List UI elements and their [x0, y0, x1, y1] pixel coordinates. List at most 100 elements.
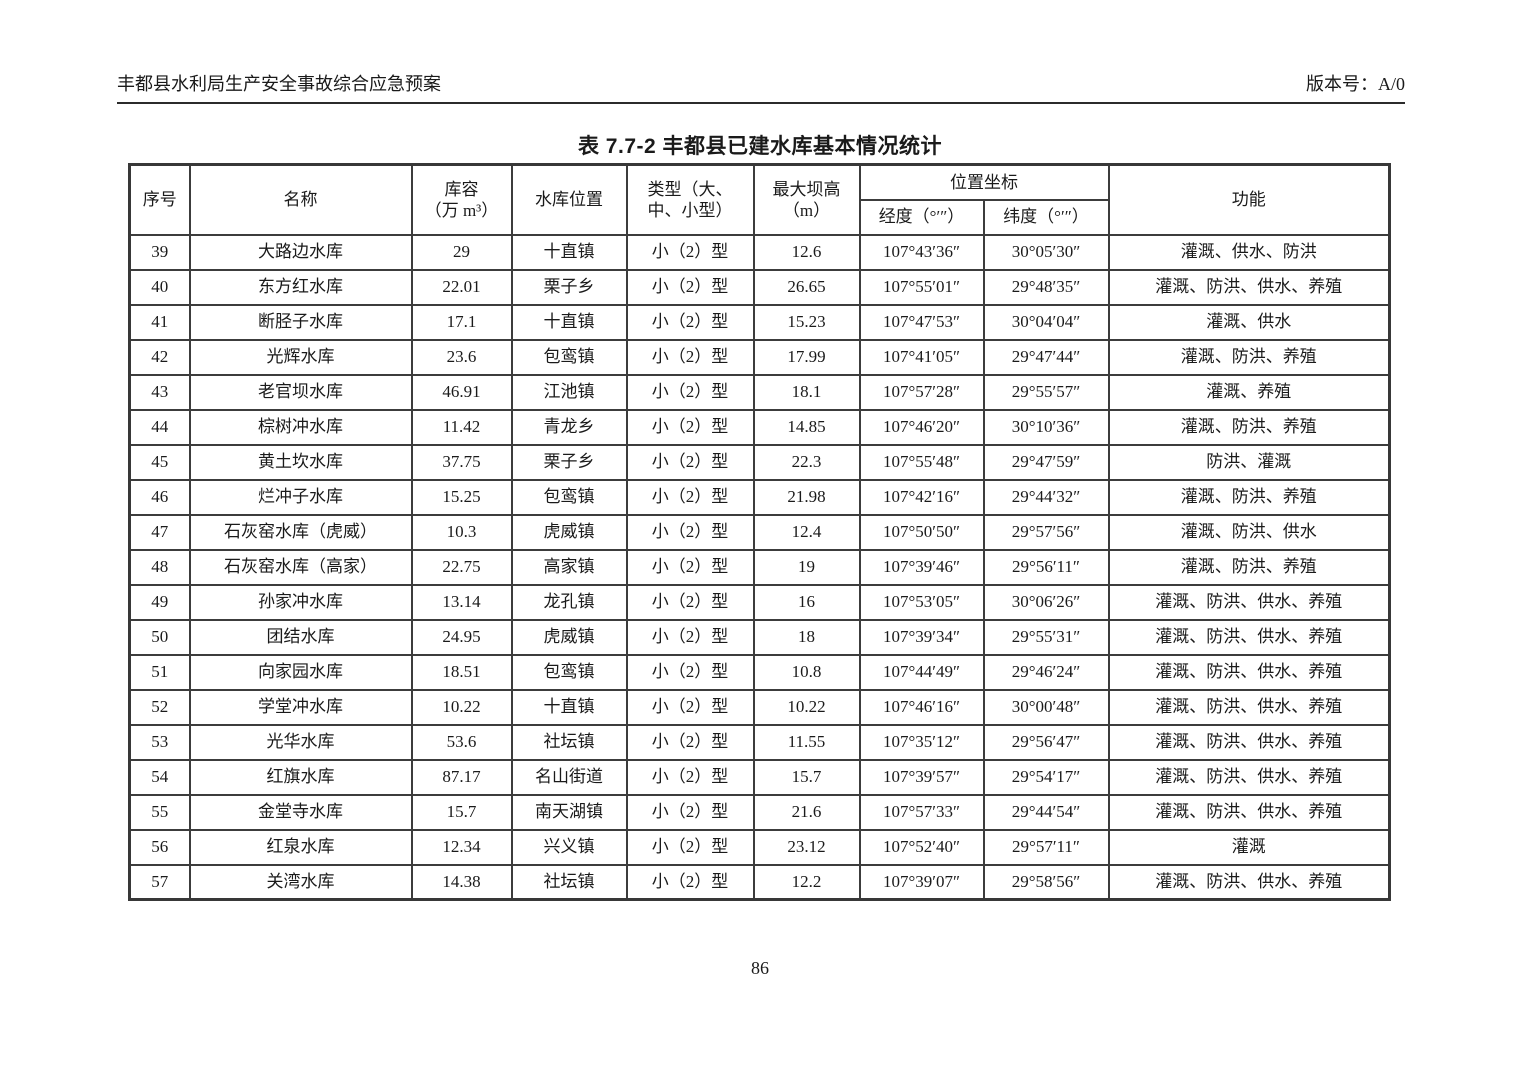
table-cell: 107°55′01″ [858, 268, 985, 306]
table-cell: 30°05′30″ [982, 233, 1110, 271]
table-cell: 13.14 [410, 583, 513, 621]
table-cell: 18.1 [752, 373, 861, 411]
table-cell: 龙孔镇 [510, 583, 628, 621]
table-cell: 小（2）型 [625, 303, 755, 341]
table-cell: 56 [128, 828, 191, 866]
table-cell: 虎威镇 [510, 513, 628, 551]
page-number: 86 [751, 958, 769, 978]
table-row: 53 光华水库 53.6 社坛镇 小（2）型 11.55 107°35′12″ 29°56′4… [128, 723, 1391, 761]
table-cell: 孙家冲水库 [188, 583, 413, 621]
table-cell: 灌溉、防洪、供水、养殖 [1107, 863, 1391, 901]
col-header-dam-height: 最大坝高 （m） [752, 163, 861, 236]
table-cell: 14.38 [410, 863, 513, 901]
table-cell: 54 [128, 758, 191, 796]
col-header-capacity: 库容 （万 m³） [410, 163, 513, 236]
header-row-1: 序号 名称 库容 （万 m³） 水库位置 类型（大、 中、小型） 最大坝高 （m… [128, 163, 1391, 236]
table-cell: 51 [128, 653, 191, 691]
table-cell: 灌溉、防洪、供水、养殖 [1107, 758, 1391, 796]
table-cell: 16 [752, 583, 861, 621]
table-cell: 十直镇 [510, 688, 628, 726]
table-cell: 37.75 [410, 443, 513, 481]
table-cell: 10.3 [410, 513, 513, 551]
table-cell: 11.55 [752, 723, 861, 761]
table-cell: 棕树冲水库 [188, 408, 413, 446]
table-cell: 灌溉、防洪、养殖 [1107, 338, 1391, 376]
doc-header: 丰都县水利局生产安全事故综合应急预案 版本号：A/0 [117, 70, 1405, 104]
table-cell: 红旗水库 [188, 758, 413, 796]
table-cell: 87.17 [410, 758, 513, 796]
table-cell: 29 [410, 233, 513, 271]
table-cell: 江池镇 [510, 373, 628, 411]
table-row: 50 团结水库 24.95 虎威镇 小（2）型 18 107°39′34″ 29°55′31″… [128, 618, 1391, 656]
table-row: 55 金堂寺水库 15.7 南天湖镇 小（2）型 21.6 107°57′33″ 29°44′… [128, 793, 1391, 831]
table-cell: 29°44′32″ [982, 478, 1110, 516]
table-cell: 39 [128, 233, 191, 271]
table-cell: 12.2 [752, 863, 861, 901]
table-cell: 灌溉、防洪、供水、养殖 [1107, 618, 1391, 656]
table-row: 42 光辉水库 23.6 包鸾镇 小（2）型 17.99 107°41′05″ 29°47′4… [128, 338, 1391, 376]
table-cell: 东方红水库 [188, 268, 413, 306]
table-cell: 30°06′26″ [982, 583, 1110, 621]
table-cell: 小（2）型 [625, 688, 755, 726]
table-cell: 包鸾镇 [510, 478, 628, 516]
table-cell: 15.7 [752, 758, 861, 796]
table-cell: 19 [752, 548, 861, 586]
table-cell: 10.22 [410, 688, 513, 726]
table-cell: 老官坝水库 [188, 373, 413, 411]
table-cell: 灌溉、防洪、养殖 [1107, 548, 1391, 586]
table-cell: 小（2）型 [625, 233, 755, 271]
table-cell: 包鸾镇 [510, 338, 628, 376]
table-cell: 107°53′05″ [858, 583, 985, 621]
table-cell: 29°58′56″ [982, 863, 1110, 901]
table-cell: 24.95 [410, 618, 513, 656]
table-cell: 金堂寺水库 [188, 793, 413, 831]
table-cell: 29°46′24″ [982, 653, 1110, 691]
table-row: 56 红泉水库 12.34 兴义镇 小（2）型 23.12 107°52′40″ 29°57′… [128, 828, 1391, 866]
table-cell: 107°57′33″ [858, 793, 985, 831]
table-cell: 40 [128, 268, 191, 306]
table-cell: 栗子乡 [510, 268, 628, 306]
table-cell: 29°57′56″ [982, 513, 1110, 551]
table-row: 52 学堂冲水库 10.22 十直镇 小（2）型 10.22 107°46′16″ 30°00… [128, 688, 1391, 726]
table-cell: 兴义镇 [510, 828, 628, 866]
table-cell: 小（2）型 [625, 443, 755, 481]
table-row: 39 大路边水库 29 十直镇 小（2）型 12.6 107°43′36″ 30°05′30″… [128, 233, 1391, 271]
table-cell: 30°04′04″ [982, 303, 1110, 341]
table-cell: 29°44′54″ [982, 793, 1110, 831]
table-cell: 大路边水库 [188, 233, 413, 271]
doc-header-title: 丰都县水利局生产安全事故综合应急预案 [117, 74, 441, 94]
table-cell: 黄土坎水库 [188, 443, 413, 481]
table-row: 41 断胫子水库 17.1 十直镇 小（2）型 15.23 107°47′53″ 30°04′… [128, 303, 1391, 341]
table-cell: 灌溉、防洪、供水、养殖 [1107, 723, 1391, 761]
table-cell: 30°00′48″ [982, 688, 1110, 726]
table-cell: 小（2）型 [625, 723, 755, 761]
table-cell: 高家镇 [510, 548, 628, 586]
table-cell: 57 [128, 863, 191, 901]
table-cell: 小（2）型 [625, 828, 755, 866]
table-cell: 43 [128, 373, 191, 411]
table-row: 43 老官坝水库 46.91 江池镇 小（2）型 18.1 107°57′28″ 29°55′… [128, 373, 1391, 411]
table-cell: 29°47′59″ [982, 443, 1110, 481]
table-cell: 灌溉、养殖 [1107, 373, 1391, 411]
col-header-location: 水库位置 [510, 163, 628, 236]
table-cell: 21.98 [752, 478, 861, 516]
table-cell: 学堂冲水库 [188, 688, 413, 726]
table-cell: 22.3 [752, 443, 861, 481]
table-row: 45 黄土坎水库 37.75 栗子乡 小（2）型 22.3 107°55′48″ 29°47′… [128, 443, 1391, 481]
table-cell: 44 [128, 408, 191, 446]
table-cell: 团结水库 [188, 618, 413, 656]
table-cell: 29°56′11″ [982, 548, 1110, 586]
table-cell: 小（2）型 [625, 478, 755, 516]
table-cell: 青龙乡 [510, 408, 628, 446]
table-cell: 23.12 [752, 828, 861, 866]
table-cell: 向家园水库 [188, 653, 413, 691]
table-row: 54 红旗水库 87.17 名山街道 小（2）型 15.7 107°39′57″ 29°54′… [128, 758, 1391, 796]
table-cell: 22.75 [410, 548, 513, 586]
table-cell: 小（2）型 [625, 268, 755, 306]
table-body: 39 大路边水库 29 十直镇 小（2）型 12.6 107°43′36″ 30°05′30″… [128, 233, 1391, 901]
table-cell: 107°39′57″ [858, 758, 985, 796]
table-cell: 107°46′16″ [858, 688, 985, 726]
table-cell: 29°55′31″ [982, 618, 1110, 656]
table-cell: 十直镇 [510, 303, 628, 341]
table-cell: 107°55′48″ [858, 443, 985, 481]
